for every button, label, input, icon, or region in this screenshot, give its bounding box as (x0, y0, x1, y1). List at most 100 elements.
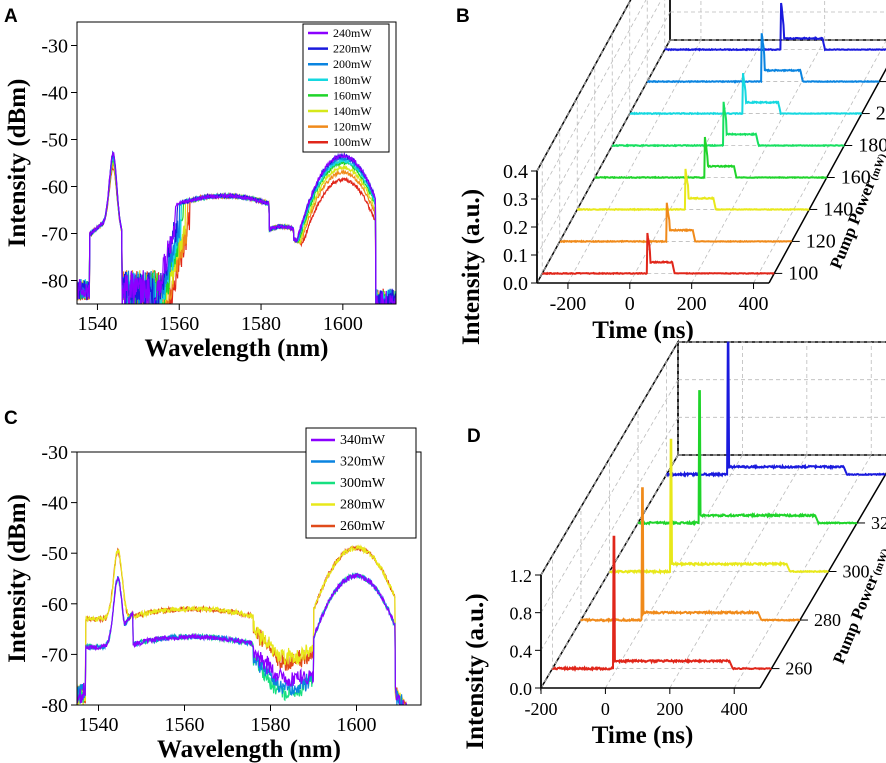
y-axis-label: Intensity (dBm) (4, 494, 31, 663)
legend-label-220mW: 220mW (333, 42, 372, 56)
x-tick-label: 400 (721, 699, 748, 719)
z-axis-title: Pump Power (826, 177, 879, 272)
legend-label-300mW: 300mW (340, 476, 386, 491)
x-tick-label: 0 (625, 293, 635, 315)
legend-label-180mW: 180mW (333, 73, 372, 87)
trace-260 (551, 535, 772, 672)
y-tick-label: -50 (41, 543, 68, 565)
z-tick-label: 160 (841, 166, 871, 188)
floor-edge (768, 67, 886, 284)
y-tick-label: -40 (41, 493, 68, 515)
plot-lines (77, 150, 396, 304)
z-tick-label: 300 (843, 562, 870, 582)
y-axis-label: Intensity (a.u.) (462, 593, 489, 749)
legend-label-100mW: 100mW (333, 135, 372, 149)
legend-label-320mW: 320mW (340, 455, 386, 470)
x-tick-label: 1600 (323, 313, 363, 335)
back-wall (669, 0, 886, 41)
y-tick-label: -40 (41, 83, 68, 105)
y-tick-label: 0.8 (510, 604, 533, 624)
y-tick-label: 0.4 (510, 641, 533, 661)
panel-label-d: D (467, 426, 481, 447)
x-tick-label: -200 (525, 699, 558, 719)
trace-320 (637, 390, 858, 527)
y-tick-label: 0.4 (503, 161, 528, 183)
legend: 340mW 320mW 300mW 280mW 260mW (305, 427, 417, 539)
trace-180 (611, 101, 845, 148)
trace-100 (542, 232, 775, 276)
plot-lines (77, 544, 407, 705)
y-tick-label: -30 (41, 442, 68, 464)
legend-label-140mW: 140mW (333, 104, 372, 118)
y-tick-label: 0.0 (503, 273, 528, 295)
x-tick-label: 1540 (79, 714, 119, 736)
y-tick-label: -70 (41, 644, 68, 666)
y-tick-label: 0.0 (510, 679, 533, 699)
y-tick-label: 0.3 (503, 189, 528, 211)
trace-200 (629, 72, 863, 116)
y-tick-label: -70 (41, 224, 68, 246)
z-tick-label: 120 (806, 230, 836, 252)
x-tick-label: 1560 (159, 313, 199, 335)
z-axis-unit: (mW) (871, 547, 886, 577)
z-tick-label: 100 (788, 262, 818, 284)
panel-d-pulse-waterfall: 340320300280260-20002004000.00.40.81.2Ti… (462, 339, 886, 750)
trace-280 (580, 487, 801, 624)
trace-340 (666, 341, 886, 478)
y-tick-label: -60 (41, 594, 68, 616)
y-tick-label: -30 (41, 36, 68, 58)
panel-label-a: A (4, 6, 18, 27)
legend-box (302, 23, 390, 153)
y-tick-label: 1.2 (510, 566, 533, 586)
x-tick-label: 200 (677, 293, 707, 315)
y-tick-label: 0.2 (503, 217, 528, 239)
grid-side-horizontal (540, 379, 679, 613)
panel-a-spectrum-chart: 1540 1560 1580 1600 -30 -40 -50 -60 -70 -80 Wavele… (4, 21, 397, 362)
legend-label-280mW: 280mW (340, 498, 386, 513)
x-tick-label: 400 (739, 293, 769, 315)
x-tick-label: 1580 (251, 714, 291, 736)
x-tick-label: 1540 (77, 313, 117, 335)
grid-side-horizontal (536, 0, 647, 200)
x-tick-label: 200 (656, 699, 683, 719)
x-tick-label: 1560 (165, 714, 205, 736)
z-tick-label: 140 (823, 198, 853, 220)
z-tick-label: 260 (785, 659, 812, 679)
y-tick-label: -80 (41, 271, 68, 293)
z-tick-label: 200 (876, 103, 886, 125)
x-axis-label: Time (ns) (592, 722, 694, 749)
plot-frame (76, 21, 397, 305)
y-tick-label: -50 (41, 130, 68, 152)
panel-b-pulse-waterfall: 240220200180160140120100-20002004000.00.… (458, 0, 886, 345)
legend-label-120mW: 120mW (333, 120, 372, 134)
x-tick-label: 1580 (241, 313, 281, 335)
x-tick-label: -200 (550, 293, 587, 315)
panel-label-b: B (456, 6, 470, 27)
z-tick-label: 180 (858, 135, 886, 157)
legend-label-200mW: 200mW (333, 57, 372, 71)
trace-120 (559, 202, 793, 244)
series-line-280mW (77, 544, 405, 705)
legend-label-260mW: 260mW (340, 519, 386, 534)
x-axis-label: Time (ns) (592, 317, 694, 344)
trace-140 (576, 168, 810, 212)
y-tick-label: -60 (41, 177, 68, 199)
trace-240 (664, 2, 886, 52)
trace-220 (646, 33, 880, 84)
x-tick-label: 0 (601, 699, 610, 719)
x-tick-label: 1600 (337, 714, 377, 736)
x-axis-label: Wavelength (nm) (157, 736, 341, 763)
grid-floor-depth (691, 39, 826, 284)
series-line-240mW (77, 151, 396, 304)
back-wall (677, 341, 886, 456)
y-tick-label: -80 (41, 695, 68, 717)
y-tick-label: 0.1 (503, 245, 528, 267)
panel-label-c: C (4, 408, 18, 429)
trace-160 (594, 136, 828, 180)
y-axis-label: Intensity (dBm) (4, 79, 31, 248)
y-axis-label: Intensity (a.u.) (458, 189, 485, 345)
z-tick-label: 320 (871, 513, 886, 533)
legend-label-160mW: 160mW (333, 88, 372, 102)
z-tick-label: 280 (814, 610, 841, 630)
trace-300 (609, 438, 829, 575)
